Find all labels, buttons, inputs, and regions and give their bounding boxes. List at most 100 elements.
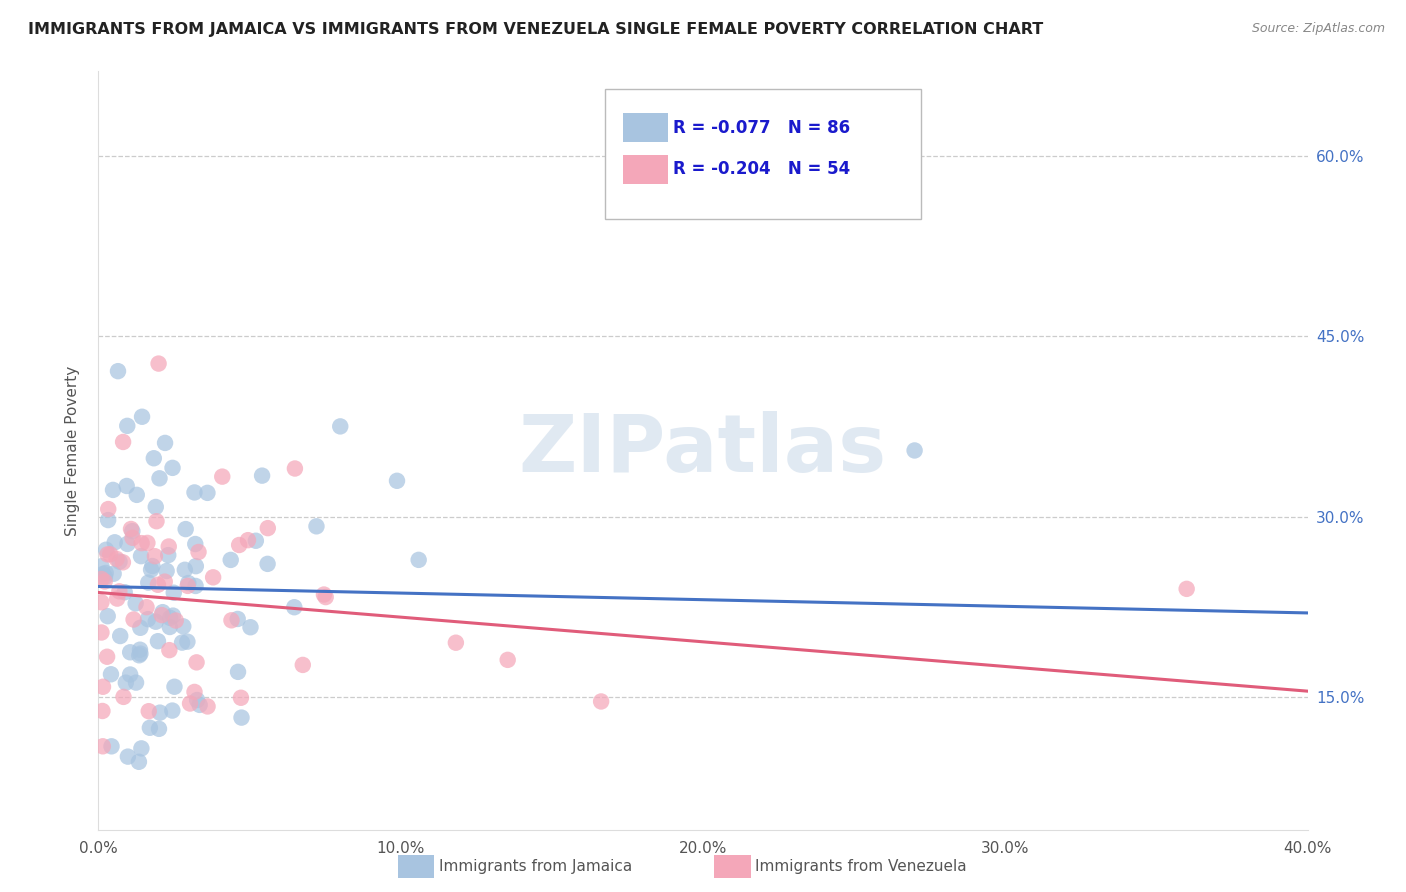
Point bbox=[150, 608, 173, 623]
Point bbox=[1175, 582, 1198, 596]
Point bbox=[96, 649, 118, 664]
Text: ZIPatlas: ZIPatlas bbox=[519, 411, 887, 490]
Point bbox=[94, 566, 117, 580]
Point bbox=[91, 704, 114, 718]
Point bbox=[245, 533, 267, 548]
Point bbox=[111, 555, 134, 569]
Point bbox=[159, 611, 181, 625]
Point bbox=[186, 693, 208, 707]
Point bbox=[312, 588, 335, 602]
Point bbox=[90, 559, 112, 574]
Point bbox=[104, 535, 127, 549]
Point bbox=[129, 647, 152, 661]
Point bbox=[229, 690, 252, 705]
Point bbox=[136, 575, 159, 590]
Point bbox=[329, 419, 352, 434]
Point bbox=[101, 483, 124, 497]
Point bbox=[141, 559, 163, 574]
Point bbox=[131, 536, 153, 550]
Text: R = -0.204   N = 54: R = -0.204 N = 54 bbox=[673, 161, 851, 178]
Point bbox=[221, 613, 243, 627]
Point bbox=[114, 585, 136, 599]
Point bbox=[226, 665, 249, 679]
Point bbox=[105, 591, 128, 606]
Point bbox=[91, 680, 114, 694]
Point bbox=[96, 547, 118, 561]
Point bbox=[444, 636, 467, 650]
Point bbox=[162, 461, 184, 475]
Point bbox=[90, 572, 112, 586]
Point bbox=[146, 634, 169, 648]
Point bbox=[176, 579, 198, 593]
Text: Immigrants from Venezuela: Immigrants from Venezuela bbox=[755, 859, 967, 873]
Y-axis label: Single Female Poverty: Single Female Poverty bbox=[65, 366, 80, 535]
Point bbox=[152, 605, 174, 619]
Point bbox=[385, 474, 408, 488]
Point bbox=[121, 524, 143, 538]
Point bbox=[120, 522, 142, 536]
Point bbox=[125, 675, 148, 690]
Point bbox=[145, 500, 167, 514]
Point bbox=[146, 578, 169, 592]
Point bbox=[173, 563, 195, 577]
Point bbox=[163, 680, 186, 694]
Point bbox=[170, 635, 193, 649]
Point bbox=[121, 531, 143, 545]
Point bbox=[408, 553, 430, 567]
Point bbox=[197, 486, 219, 500]
Point bbox=[156, 564, 179, 578]
Point bbox=[904, 443, 927, 458]
Point bbox=[148, 722, 170, 736]
Point bbox=[139, 721, 162, 735]
Point bbox=[226, 612, 249, 626]
Point bbox=[284, 461, 307, 475]
Point bbox=[163, 585, 186, 599]
Point bbox=[136, 536, 159, 550]
Point bbox=[129, 642, 152, 657]
Point bbox=[174, 522, 197, 536]
Point bbox=[153, 436, 176, 450]
Point bbox=[97, 513, 120, 527]
Point bbox=[108, 584, 131, 599]
Point bbox=[94, 570, 117, 584]
Point bbox=[90, 625, 112, 640]
Point bbox=[122, 613, 145, 627]
Point bbox=[496, 653, 519, 667]
Point bbox=[187, 545, 209, 559]
Point bbox=[145, 615, 167, 629]
Point bbox=[90, 595, 112, 609]
Point bbox=[117, 537, 139, 551]
Point bbox=[283, 600, 305, 615]
Point bbox=[136, 612, 159, 626]
Point bbox=[183, 485, 205, 500]
Point bbox=[107, 364, 129, 378]
Point bbox=[103, 566, 125, 581]
Point bbox=[148, 357, 170, 371]
Point bbox=[211, 469, 233, 483]
Point bbox=[179, 697, 201, 711]
Point bbox=[184, 537, 207, 551]
Point bbox=[105, 552, 128, 566]
Text: Source: ZipAtlas.com: Source: ZipAtlas.com bbox=[1251, 22, 1385, 36]
Point bbox=[143, 549, 166, 564]
Point bbox=[120, 667, 142, 681]
Point bbox=[91, 566, 114, 581]
Point bbox=[112, 690, 135, 704]
Text: IMMIGRANTS FROM JAMAICA VS IMMIGRANTS FROM VENEZUELA SINGLE FEMALE POVERTY CORRE: IMMIGRANTS FROM JAMAICA VS IMMIGRANTS FR… bbox=[28, 22, 1043, 37]
Point bbox=[112, 434, 135, 449]
Text: R = -0.077   N = 86: R = -0.077 N = 86 bbox=[673, 119, 851, 136]
Point bbox=[131, 741, 153, 756]
Point bbox=[202, 570, 225, 584]
Point bbox=[231, 710, 253, 724]
Point bbox=[108, 555, 131, 569]
Point bbox=[117, 418, 139, 433]
Point bbox=[188, 698, 211, 712]
Point bbox=[125, 488, 148, 502]
Point bbox=[153, 574, 176, 589]
Point bbox=[114, 675, 136, 690]
Point bbox=[100, 667, 122, 681]
Point bbox=[128, 755, 150, 769]
Point bbox=[129, 621, 152, 635]
Point bbox=[165, 614, 187, 628]
Point bbox=[117, 749, 139, 764]
